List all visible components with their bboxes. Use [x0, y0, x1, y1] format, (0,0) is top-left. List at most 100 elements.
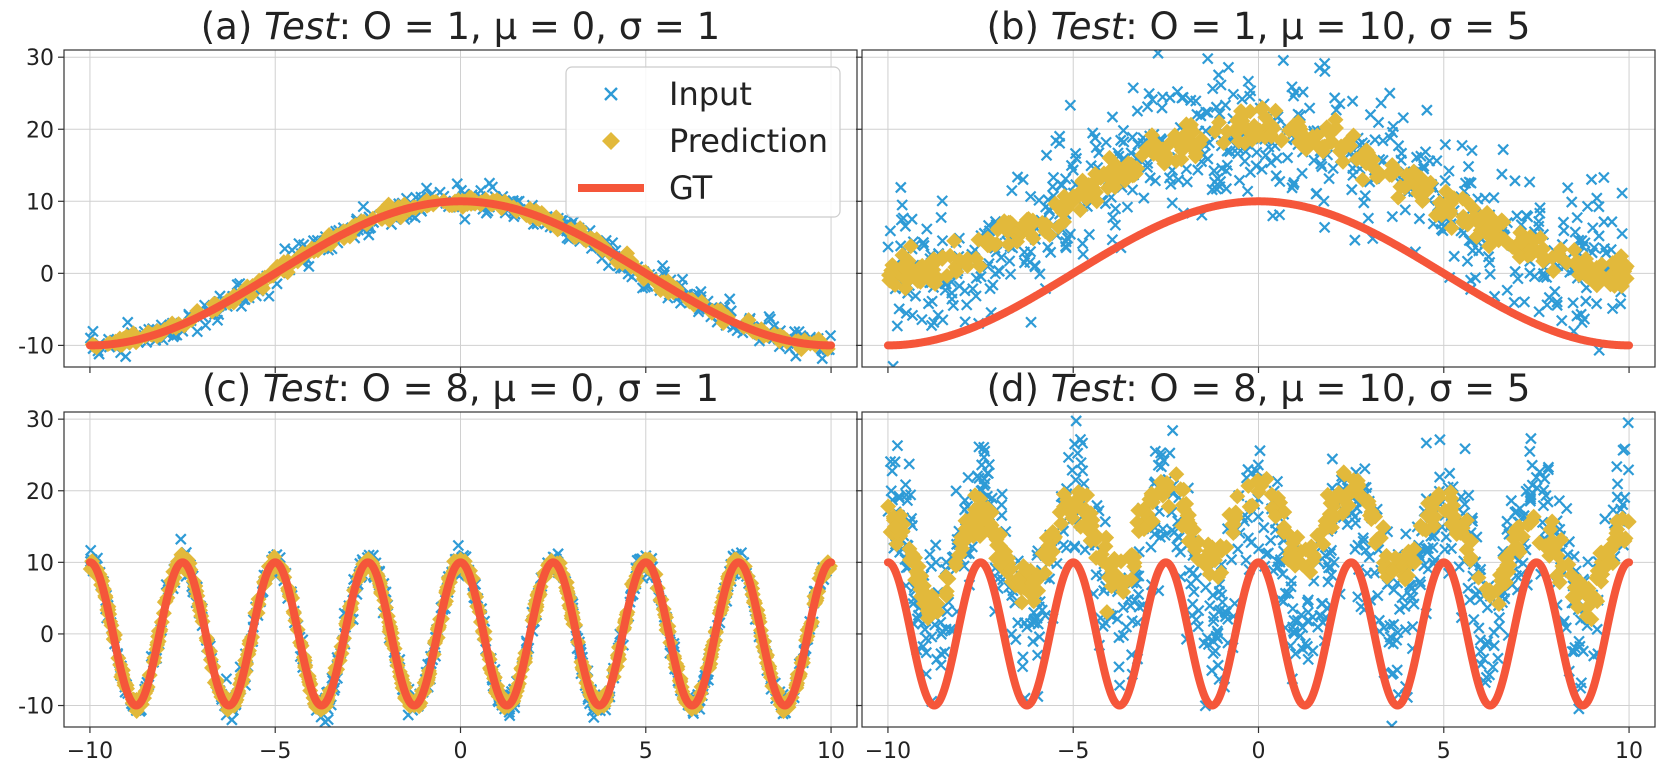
input-point	[1100, 136, 1112, 149]
input-point	[1207, 647, 1219, 660]
panel-title: (d) Test: O = 8, μ = 10, σ = 5	[987, 367, 1531, 410]
input-point	[1064, 99, 1077, 112]
prediction-point	[1602, 276, 1619, 293]
input-point	[1443, 467, 1456, 480]
input-point	[1473, 245, 1485, 257]
prediction-point	[887, 276, 904, 293]
prediction-point	[1136, 521, 1153, 538]
input-point	[1299, 637, 1312, 650]
input-point	[1408, 598, 1420, 610]
prediction-point	[1617, 530, 1634, 547]
input-point	[953, 280, 966, 292]
input-point	[1276, 568, 1289, 580]
prediction-point	[1420, 495, 1437, 512]
input-point	[1493, 611, 1506, 624]
input-point	[1241, 185, 1254, 197]
input-point	[1220, 182, 1233, 195]
input-point	[936, 234, 949, 247]
x-tick-label: −10	[865, 739, 911, 764]
prediction-point	[1488, 217, 1505, 234]
prediction-point	[894, 523, 911, 540]
prediction-point	[1180, 507, 1197, 524]
prediction-point	[1465, 200, 1482, 217]
input-point	[1509, 506, 1521, 519]
prediction-point	[901, 552, 918, 569]
input-point	[1042, 241, 1054, 254]
input-point	[1384, 619, 1396, 632]
prediction-point	[1093, 546, 1110, 563]
input-point	[1296, 167, 1308, 180]
prediction-point	[1018, 211, 1035, 228]
input-point	[676, 273, 689, 286]
prediction-point	[1058, 201, 1075, 218]
input-point	[924, 548, 936, 561]
input-point	[1033, 631, 1046, 643]
input-point	[939, 284, 952, 296]
prediction-point	[988, 531, 1005, 548]
input-point	[1262, 547, 1275, 559]
input-point	[1302, 594, 1315, 606]
prediction-point	[913, 568, 930, 585]
prediction-point	[1448, 516, 1465, 533]
prediction-point	[1155, 477, 1172, 494]
prediction-point	[1334, 153, 1351, 170]
legend-marker-diamond-icon	[602, 132, 620, 150]
prediction-point	[1334, 505, 1351, 522]
input-point	[1349, 543, 1361, 555]
input-point	[1222, 61, 1235, 74]
input-point	[1512, 272, 1524, 285]
prediction-point	[1490, 595, 1507, 612]
input-point	[1302, 653, 1314, 666]
input-point	[1287, 178, 1300, 191]
input-point	[420, 182, 433, 194]
input-point	[1524, 445, 1536, 458]
panel-title: (c) Test: O = 8, μ = 0, σ = 1	[202, 367, 719, 410]
prediction-point	[959, 250, 976, 267]
input-point	[918, 239, 930, 252]
input-point	[1575, 677, 1588, 689]
input-point	[1206, 664, 1218, 677]
input-point	[1056, 179, 1068, 191]
input-point	[1062, 451, 1075, 464]
prediction-point	[1333, 138, 1350, 155]
prediction-point	[1123, 571, 1140, 588]
prediction-point	[1273, 132, 1290, 149]
input-point	[899, 220, 912, 232]
prediction-point	[1088, 193, 1105, 210]
input-point	[1538, 473, 1551, 485]
x-tick-label: 0	[1252, 739, 1266, 764]
input-point	[1053, 130, 1066, 143]
input-point	[1349, 234, 1361, 246]
legend-marker-x-icon	[604, 87, 618, 101]
x-tick-label: 10	[817, 739, 845, 764]
input-point	[1541, 299, 1553, 311]
legend-label: Input	[669, 75, 752, 113]
input-point	[1479, 638, 1492, 650]
prediction-point	[1513, 234, 1530, 251]
input-point	[1011, 171, 1024, 183]
prediction-point	[1535, 253, 1552, 270]
input-point	[1211, 172, 1224, 185]
prediction-point	[1416, 181, 1433, 198]
input-point	[1287, 625, 1300, 638]
panel-d: −10 −5 0 5 10 (d) Test: O = 8, μ = 10, σ = 5	[856, 367, 1656, 764]
prediction-point	[1236, 135, 1253, 152]
prediction-point	[1306, 548, 1323, 565]
prediction-point	[1434, 198, 1451, 215]
prediction-point	[1180, 533, 1197, 550]
input-point	[1294, 629, 1306, 642]
input-point	[895, 214, 908, 226]
input-point	[1201, 52, 1214, 65]
input-point	[1580, 295, 1592, 307]
input-point	[993, 265, 1006, 278]
input-point	[1368, 567, 1381, 579]
input-point	[1086, 127, 1099, 139]
prediction-point	[1284, 535, 1301, 552]
input-point	[1599, 513, 1611, 525]
prediction-point	[972, 490, 989, 507]
prediction-point	[1566, 242, 1583, 259]
prediction-point	[902, 238, 919, 255]
prediction-point	[1103, 578, 1120, 595]
prediction-point	[1258, 470, 1275, 487]
prediction-point	[880, 498, 897, 515]
